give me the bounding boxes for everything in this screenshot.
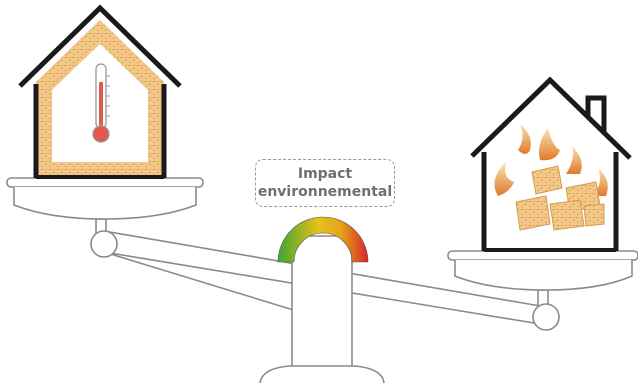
wood-pellets-icon	[515, 165, 605, 231]
impact-label-box: Impact environnemental	[255, 159, 395, 207]
thermometer-icon	[92, 63, 110, 143]
scale-post	[259, 235, 385, 383]
impact-label-line1: Impact	[297, 166, 353, 182]
impact-gauge-icon	[277, 216, 369, 263]
left-pan	[6, 177, 204, 220]
flame-icon	[494, 124, 608, 196]
burning-house-icon	[470, 76, 632, 252]
insulated-house-icon	[18, 4, 182, 179]
left-pan-hanger	[90, 218, 118, 258]
right-pan-hanger	[532, 289, 560, 331]
right-pan	[447, 250, 638, 291]
impact-label-line2: environnemental	[257, 184, 393, 200]
